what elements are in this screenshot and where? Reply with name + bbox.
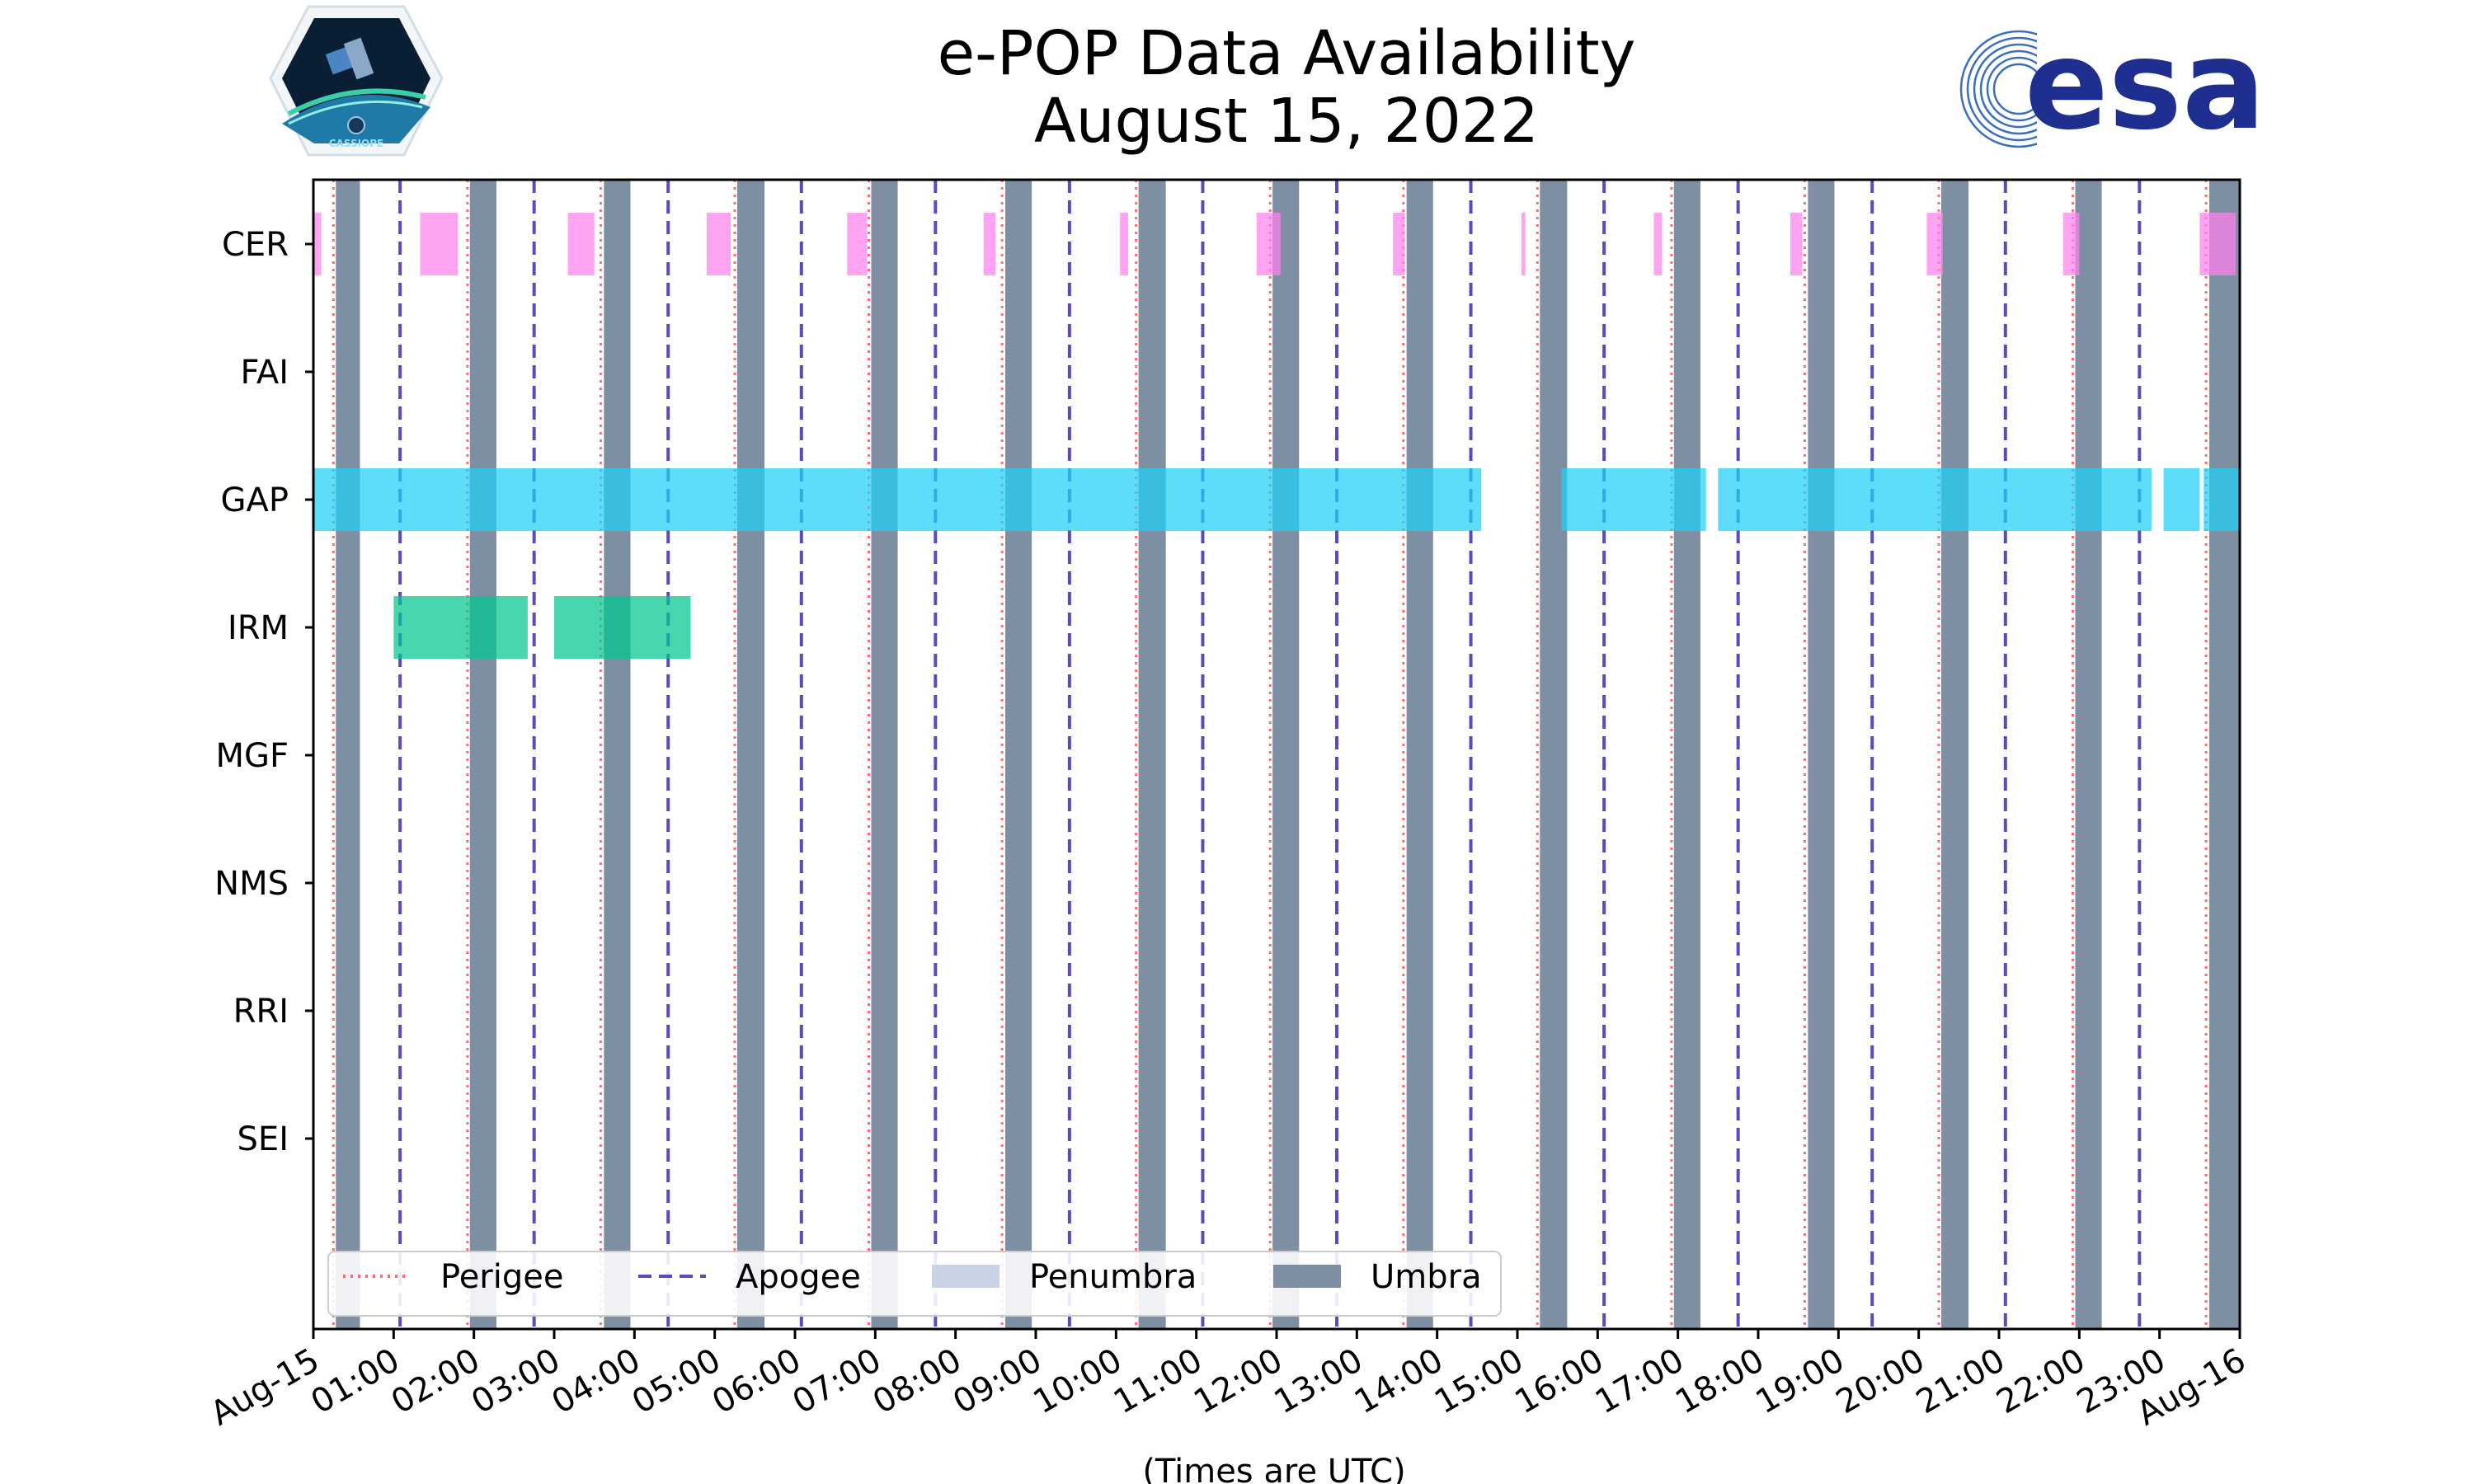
legend-umbra-label: Umbra — [1371, 1258, 1482, 1296]
esa-wordmark: esa — [2025, 14, 2265, 157]
segment-cer — [2199, 213, 2236, 275]
y-category-label: IRM — [228, 609, 289, 647]
x-tick-label: 05:00 — [626, 1341, 727, 1421]
x-tick-label: 02:00 — [385, 1341, 487, 1421]
segment-cer — [983, 213, 996, 275]
segment-cer — [1653, 213, 1663, 275]
y-category-label: MGF — [215, 737, 289, 775]
umbra-band — [1138, 180, 1166, 1329]
apogee-lines — [398, 180, 2142, 1329]
segment-cer — [2062, 213, 2080, 275]
umbra-band — [871, 180, 898, 1329]
segment-cer — [313, 213, 322, 275]
segment-cer — [847, 213, 868, 275]
x-tick-label: 04:00 — [545, 1341, 647, 1421]
legend-umbra-swatch — [1273, 1265, 1341, 1288]
y-category-label: NMS — [214, 865, 289, 903]
x-tick-label: 01:00 — [304, 1341, 406, 1421]
umbra-band — [736, 180, 765, 1329]
segment-cer — [420, 213, 459, 275]
segment-cer — [1120, 213, 1128, 275]
availability-segments — [313, 213, 2240, 659]
x-tick-label: 20:00 — [1830, 1341, 1931, 1421]
x-tick-label: 15:00 — [1428, 1341, 1530, 1421]
segment-gap — [1561, 468, 1706, 531]
x-tick-label: 13:00 — [1268, 1341, 1369, 1421]
x-tick-label: 16:00 — [1508, 1341, 1610, 1421]
x-tick-label: 17:00 — [1589, 1341, 1691, 1421]
umbra-band — [1406, 180, 1433, 1329]
x-tick-label: 03:00 — [465, 1341, 567, 1421]
cassiope-logo: CASSIOPE — [269, 5, 444, 157]
segment-irm — [393, 596, 528, 659]
x-tick-label: 19:00 — [1749, 1341, 1851, 1421]
x-axis: Aug-1501:0002:0003:0004:0005:0006:0007:0… — [205, 1329, 2252, 1433]
segment-gap — [313, 468, 1482, 531]
umbra-band — [2209, 180, 2240, 1329]
x-tick-label: 22:00 — [1990, 1341, 2091, 1421]
x-tick-label: 12:00 — [1188, 1341, 1289, 1421]
umbra-band — [1540, 180, 1568, 1329]
esa-logo: esa — [1959, 14, 2265, 162]
y-category-label: CER — [222, 226, 289, 264]
umbra-band — [1808, 180, 1835, 1329]
x-tick-label: 18:00 — [1669, 1341, 1771, 1421]
segment-gap — [2204, 468, 2240, 531]
umbra-band — [1272, 180, 1300, 1329]
segment-gap — [2163, 468, 2200, 531]
x-tick-label: 06:00 — [706, 1341, 807, 1421]
legend-perigee-label: Perigee — [440, 1258, 563, 1296]
legend-apogee-label: Apogee — [736, 1258, 861, 1296]
legend-penumbra-swatch — [932, 1265, 999, 1288]
x-tick-label: 11:00 — [1108, 1341, 1209, 1421]
umbra-band — [604, 180, 631, 1329]
y-category-label: GAP — [221, 481, 289, 519]
x-axis-label: (Times are UTC) — [1142, 1453, 1405, 1484]
y-category-label: FAI — [241, 354, 289, 392]
legend-penumbra-label: Penumbra — [1029, 1258, 1197, 1296]
legend: Perigee Apogee Penumbra Umbra — [327, 1251, 1502, 1317]
x-tick-label: 08:00 — [867, 1341, 968, 1421]
segment-gap — [1718, 468, 2152, 531]
legend-frame — [327, 1251, 1502, 1317]
y-category-label: RRI — [233, 993, 289, 1031]
umbra-band — [1005, 180, 1032, 1329]
segment-cer — [1393, 213, 1405, 275]
umbra-band — [1673, 180, 1700, 1329]
cassiope-logo-caption: CASSIOPE — [329, 138, 384, 149]
plot-area — [312, 178, 2241, 1331]
x-tick-label: 07:00 — [786, 1341, 887, 1421]
x-tick-label: 10:00 — [1027, 1341, 1128, 1421]
x-tick-label: 21:00 — [1910, 1341, 2011, 1421]
umbra-band — [2075, 180, 2102, 1329]
segment-cer — [1521, 213, 1526, 275]
x-tick-label: 09:00 — [947, 1341, 1048, 1421]
segment-cer — [1256, 213, 1281, 275]
segment-irm — [554, 596, 691, 659]
chart-title-line-1: e-POP Data Availability — [938, 18, 1636, 89]
umbra-band — [336, 180, 360, 1329]
segment-cer — [1926, 213, 1943, 275]
umbra-band — [1940, 180, 1969, 1329]
umbra-band — [469, 180, 496, 1329]
y-axis: CER FAI GAP IRM MGF NMS RRI SEI — [214, 226, 313, 1158]
segment-cer — [1790, 213, 1803, 275]
chart-title-line-2: August 15, 2022 — [1034, 86, 1539, 157]
segment-cer — [567, 213, 595, 275]
segment-cer — [706, 213, 731, 275]
perigee-lines — [332, 180, 2208, 1329]
y-category-label: SEI — [238, 1120, 289, 1158]
umbra-bands — [336, 180, 2240, 1329]
x-tick-label: 14:00 — [1348, 1341, 1450, 1421]
